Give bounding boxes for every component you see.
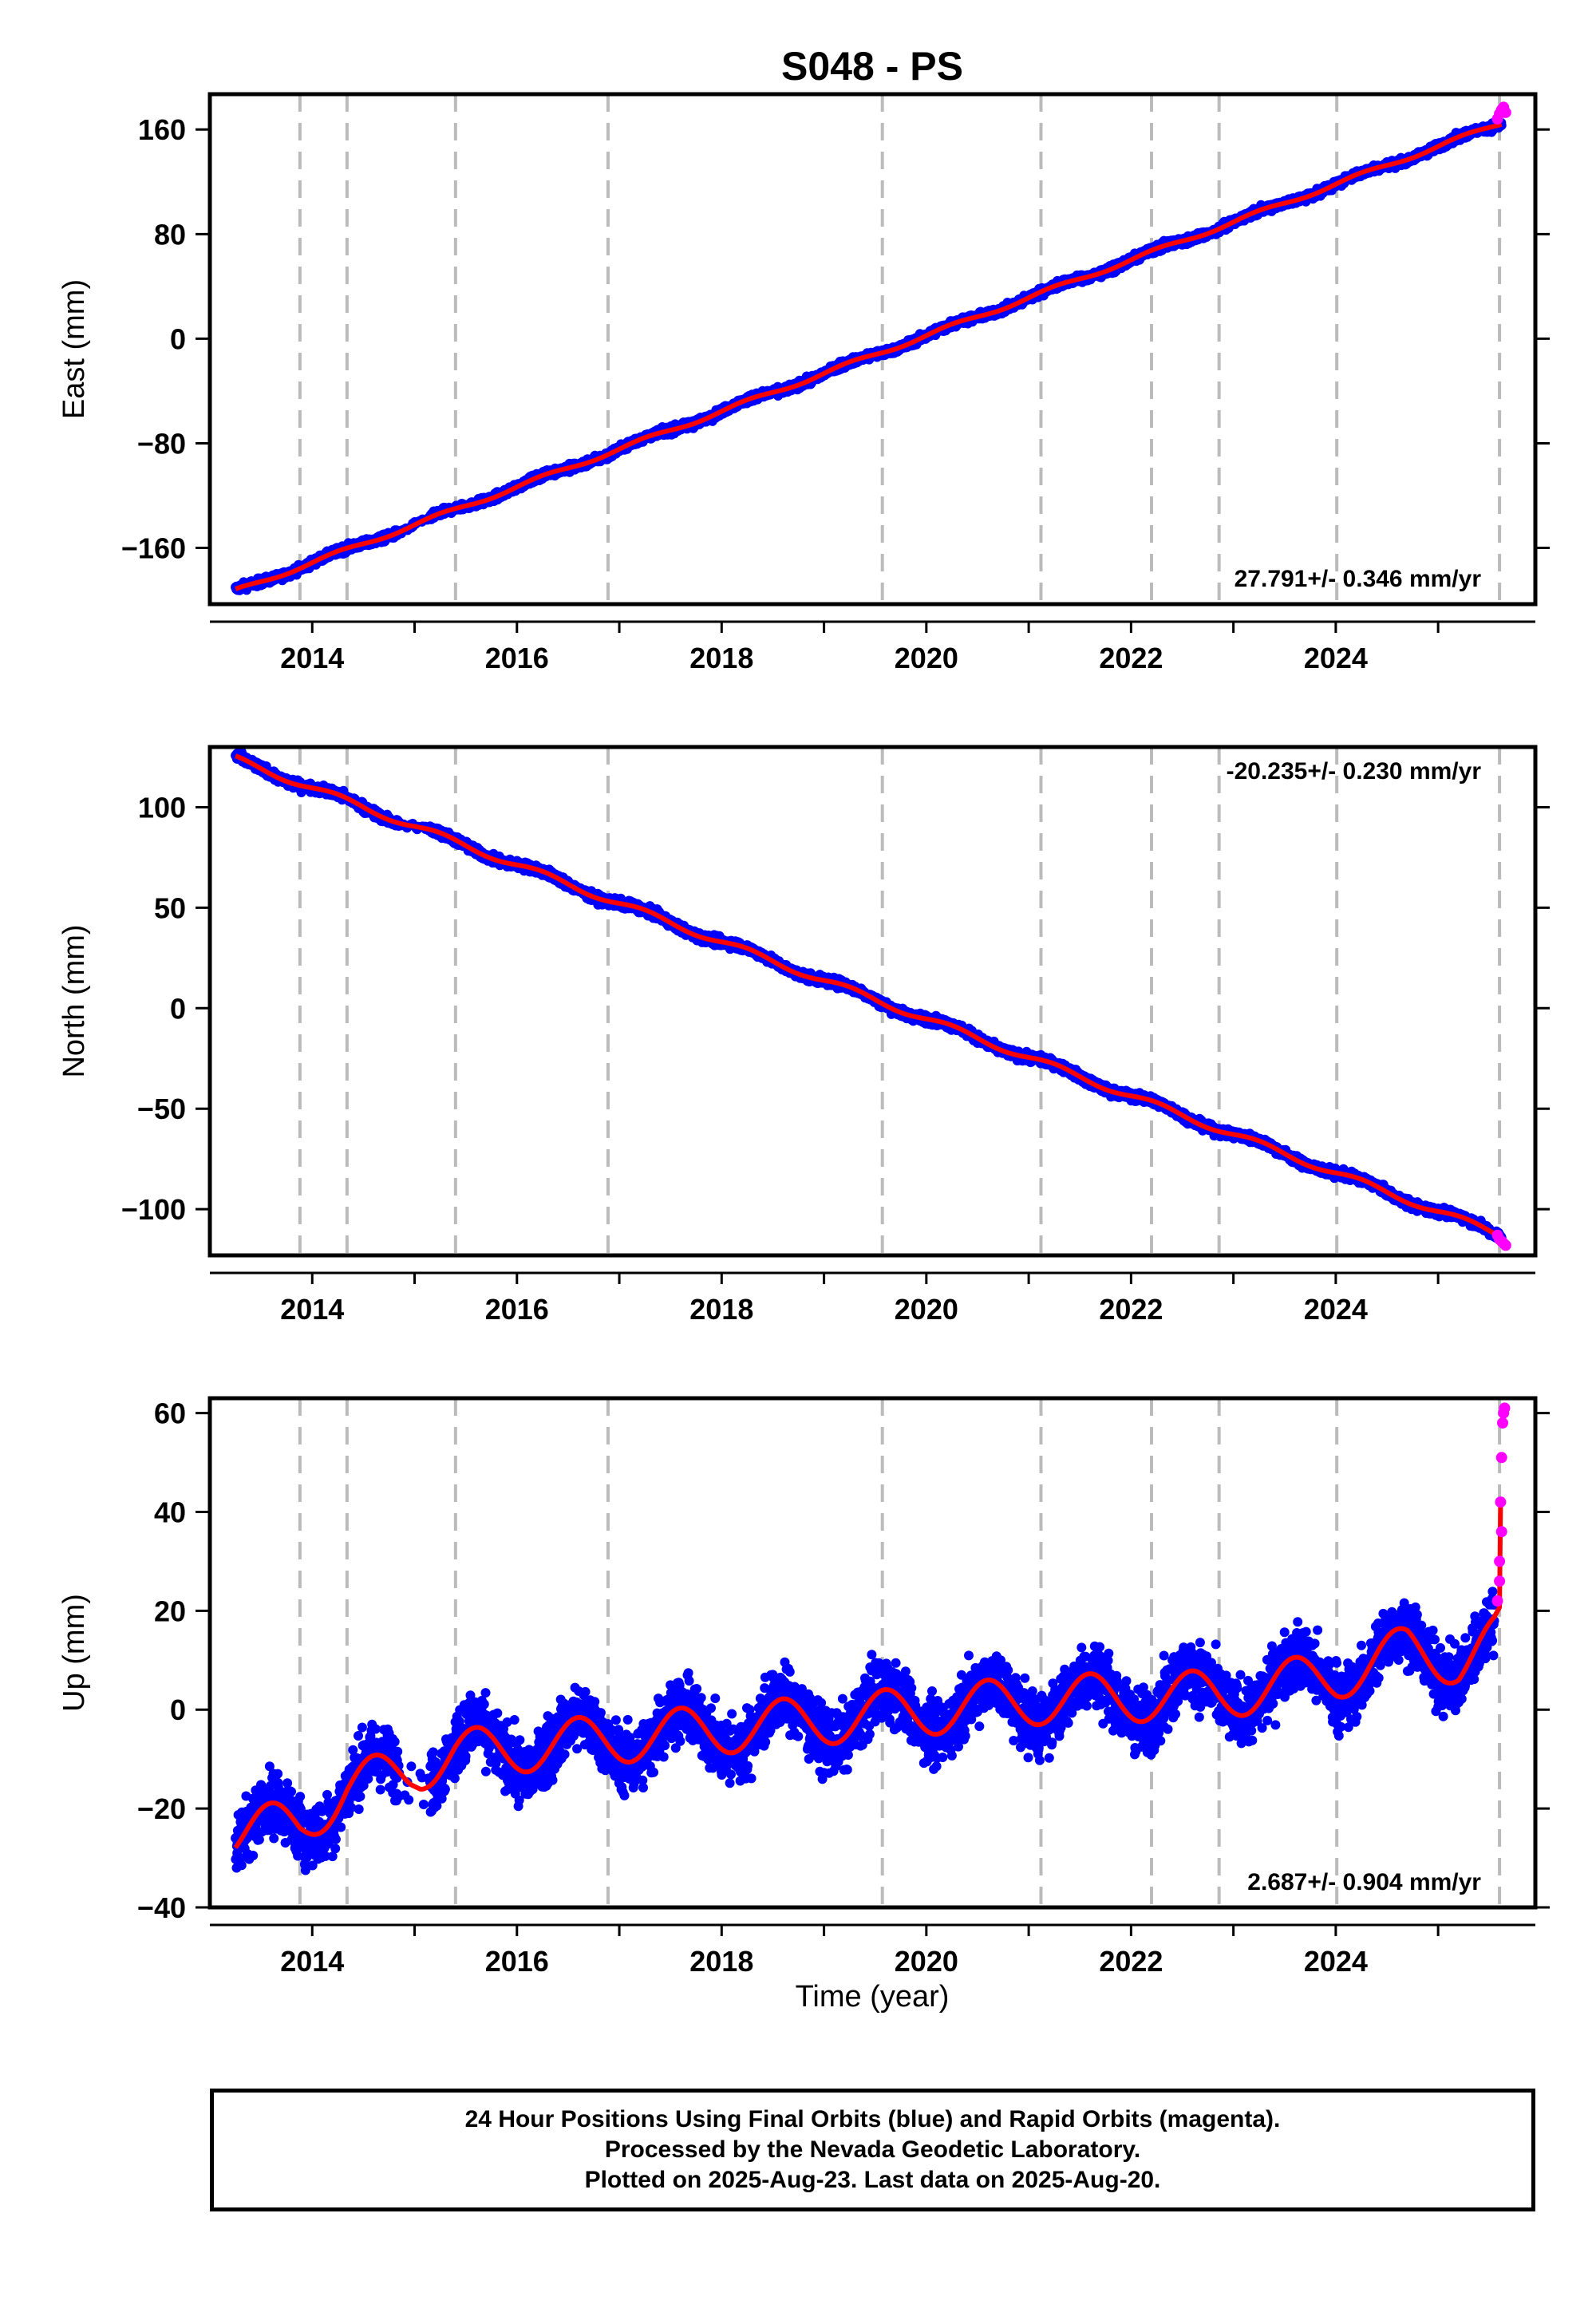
x-tick-label: 2024 xyxy=(1304,642,1368,674)
x-tick-label: 2014 xyxy=(280,642,344,674)
rate-label: 27.791+/- 0.346 mm/yr xyxy=(1235,566,1482,592)
y-axis-label: East (mm) xyxy=(57,279,91,419)
x-tick-label: 2016 xyxy=(485,642,549,674)
y-tick-label: −160 xyxy=(121,532,186,565)
y-tick-label: 80 xyxy=(154,218,186,251)
panel-east: −160 −80 0 80 160 2014 2016 2018 2020 2022 2024 Eas… xyxy=(57,92,1550,674)
y-tick-label: 160 xyxy=(138,113,186,146)
chart-title: S048 - PS xyxy=(781,44,963,89)
data-points-rapid xyxy=(1491,101,1511,125)
rapid-point xyxy=(1499,106,1511,118)
x-tick-label: 2020 xyxy=(895,642,958,674)
y-tick-label: −80 xyxy=(137,427,186,460)
y-tick-label: 0 xyxy=(170,322,186,355)
x-tick-label: 2018 xyxy=(689,642,753,674)
x-tick-label: 2022 xyxy=(1099,642,1163,674)
model-fit-line xyxy=(235,121,1503,591)
